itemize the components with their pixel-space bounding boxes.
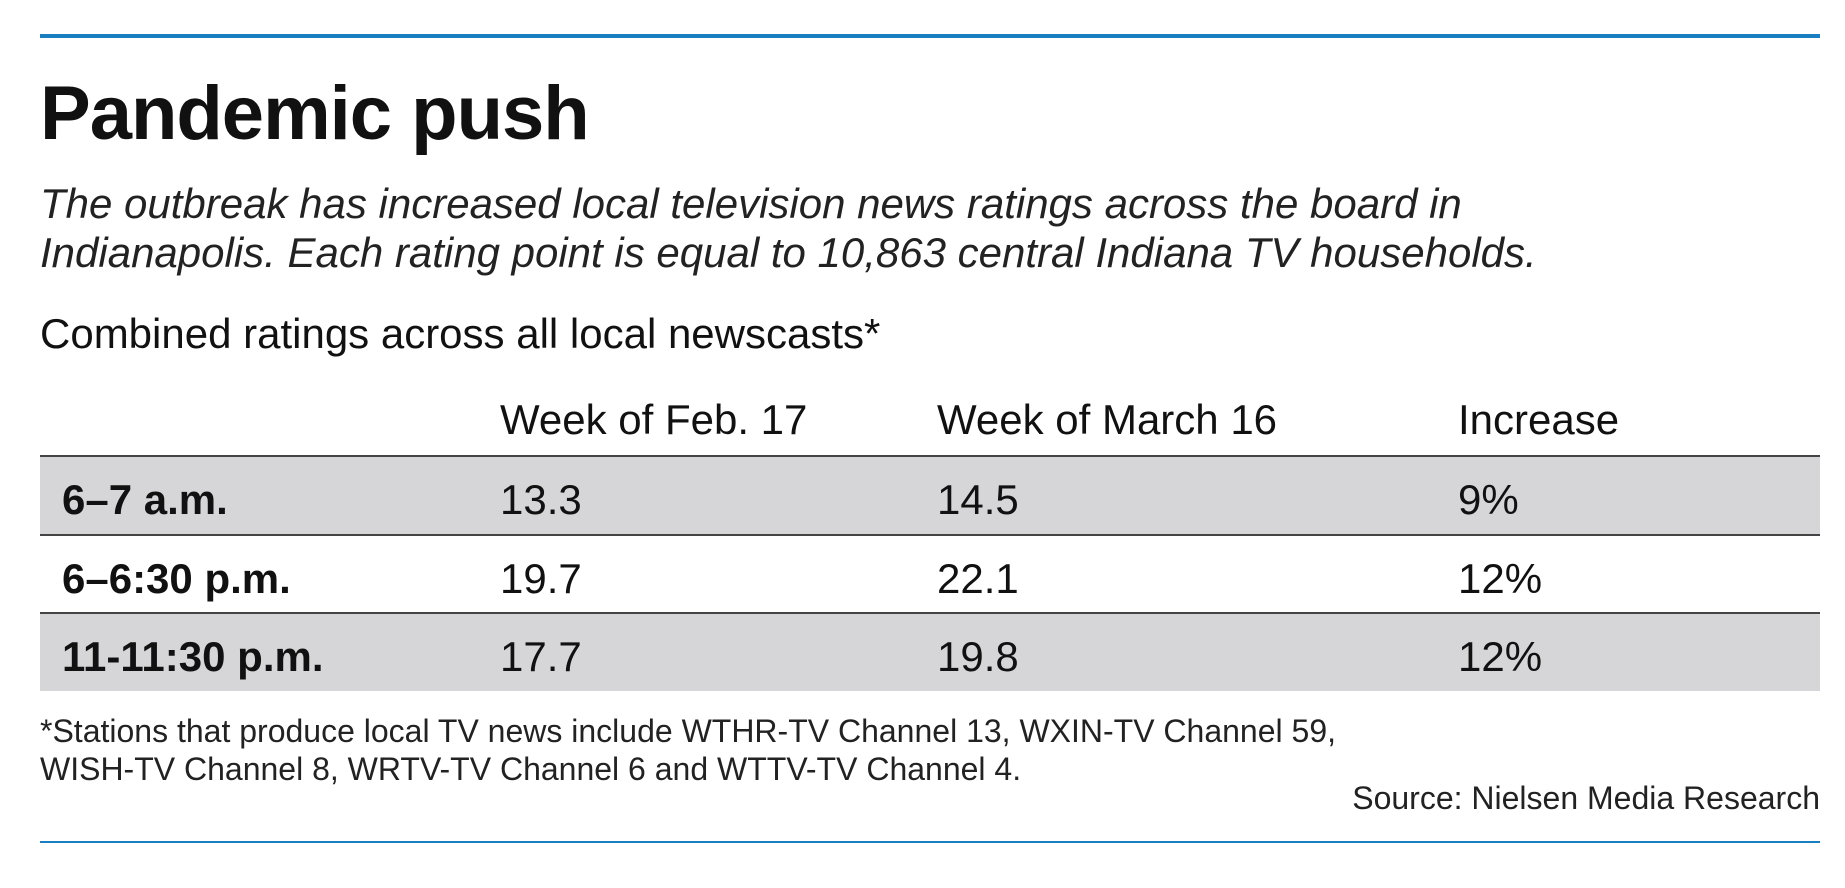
subtitle: Indianapolis. Each rating point is equal… — [40, 229, 1537, 276]
top-rule — [40, 34, 1820, 38]
row-label: 11-11:30 p.m. — [62, 633, 324, 680]
cell: 19.8 — [937, 633, 1019, 680]
footnote: WISH-TV Channel 8, WRTV-TV Channel 6 and… — [40, 751, 1022, 787]
cell: 13.3 — [500, 476, 582, 523]
table-caption: Combined ratings across all local newsca… — [40, 310, 881, 357]
source: Source: Nielsen Media Research — [1352, 780, 1820, 816]
column-header: Week of March 16 — [937, 396, 1278, 443]
cell: 22.1 — [937, 554, 1019, 602]
column-header: Week of Feb. 17 — [500, 396, 808, 443]
table-row: 11-11:30 p.m. 17.7 19.8 12% — [40, 613, 1820, 691]
cell: 17.7 — [500, 633, 582, 680]
row-label: 6–7 a.m. — [62, 476, 228, 523]
cell: 14.5 — [937, 476, 1019, 523]
row-label: 6–6:30 p.m. — [62, 554, 291, 602]
table-row: 6–6:30 p.m. 19.7 22.1 12% — [40, 535, 1820, 613]
bottom-rule — [40, 841, 1820, 843]
cell: 19.7 — [500, 554, 582, 602]
table-row: 6–7 a.m. 13.3 14.5 9% — [40, 456, 1820, 534]
column-header: Increase — [1458, 396, 1620, 443]
row-divider — [40, 533, 1820, 536]
cell: 12% — [1458, 554, 1543, 602]
cell: 12% — [1458, 633, 1543, 680]
footnote: *Stations that produce local TV news inc… — [40, 713, 1336, 749]
row-divider — [40, 455, 1820, 457]
cell: 9% — [1458, 476, 1519, 523]
title: Pandemic push — [40, 71, 590, 156]
row-divider — [40, 612, 1820, 614]
subtitle: The outbreak has increased local televis… — [40, 180, 1462, 227]
